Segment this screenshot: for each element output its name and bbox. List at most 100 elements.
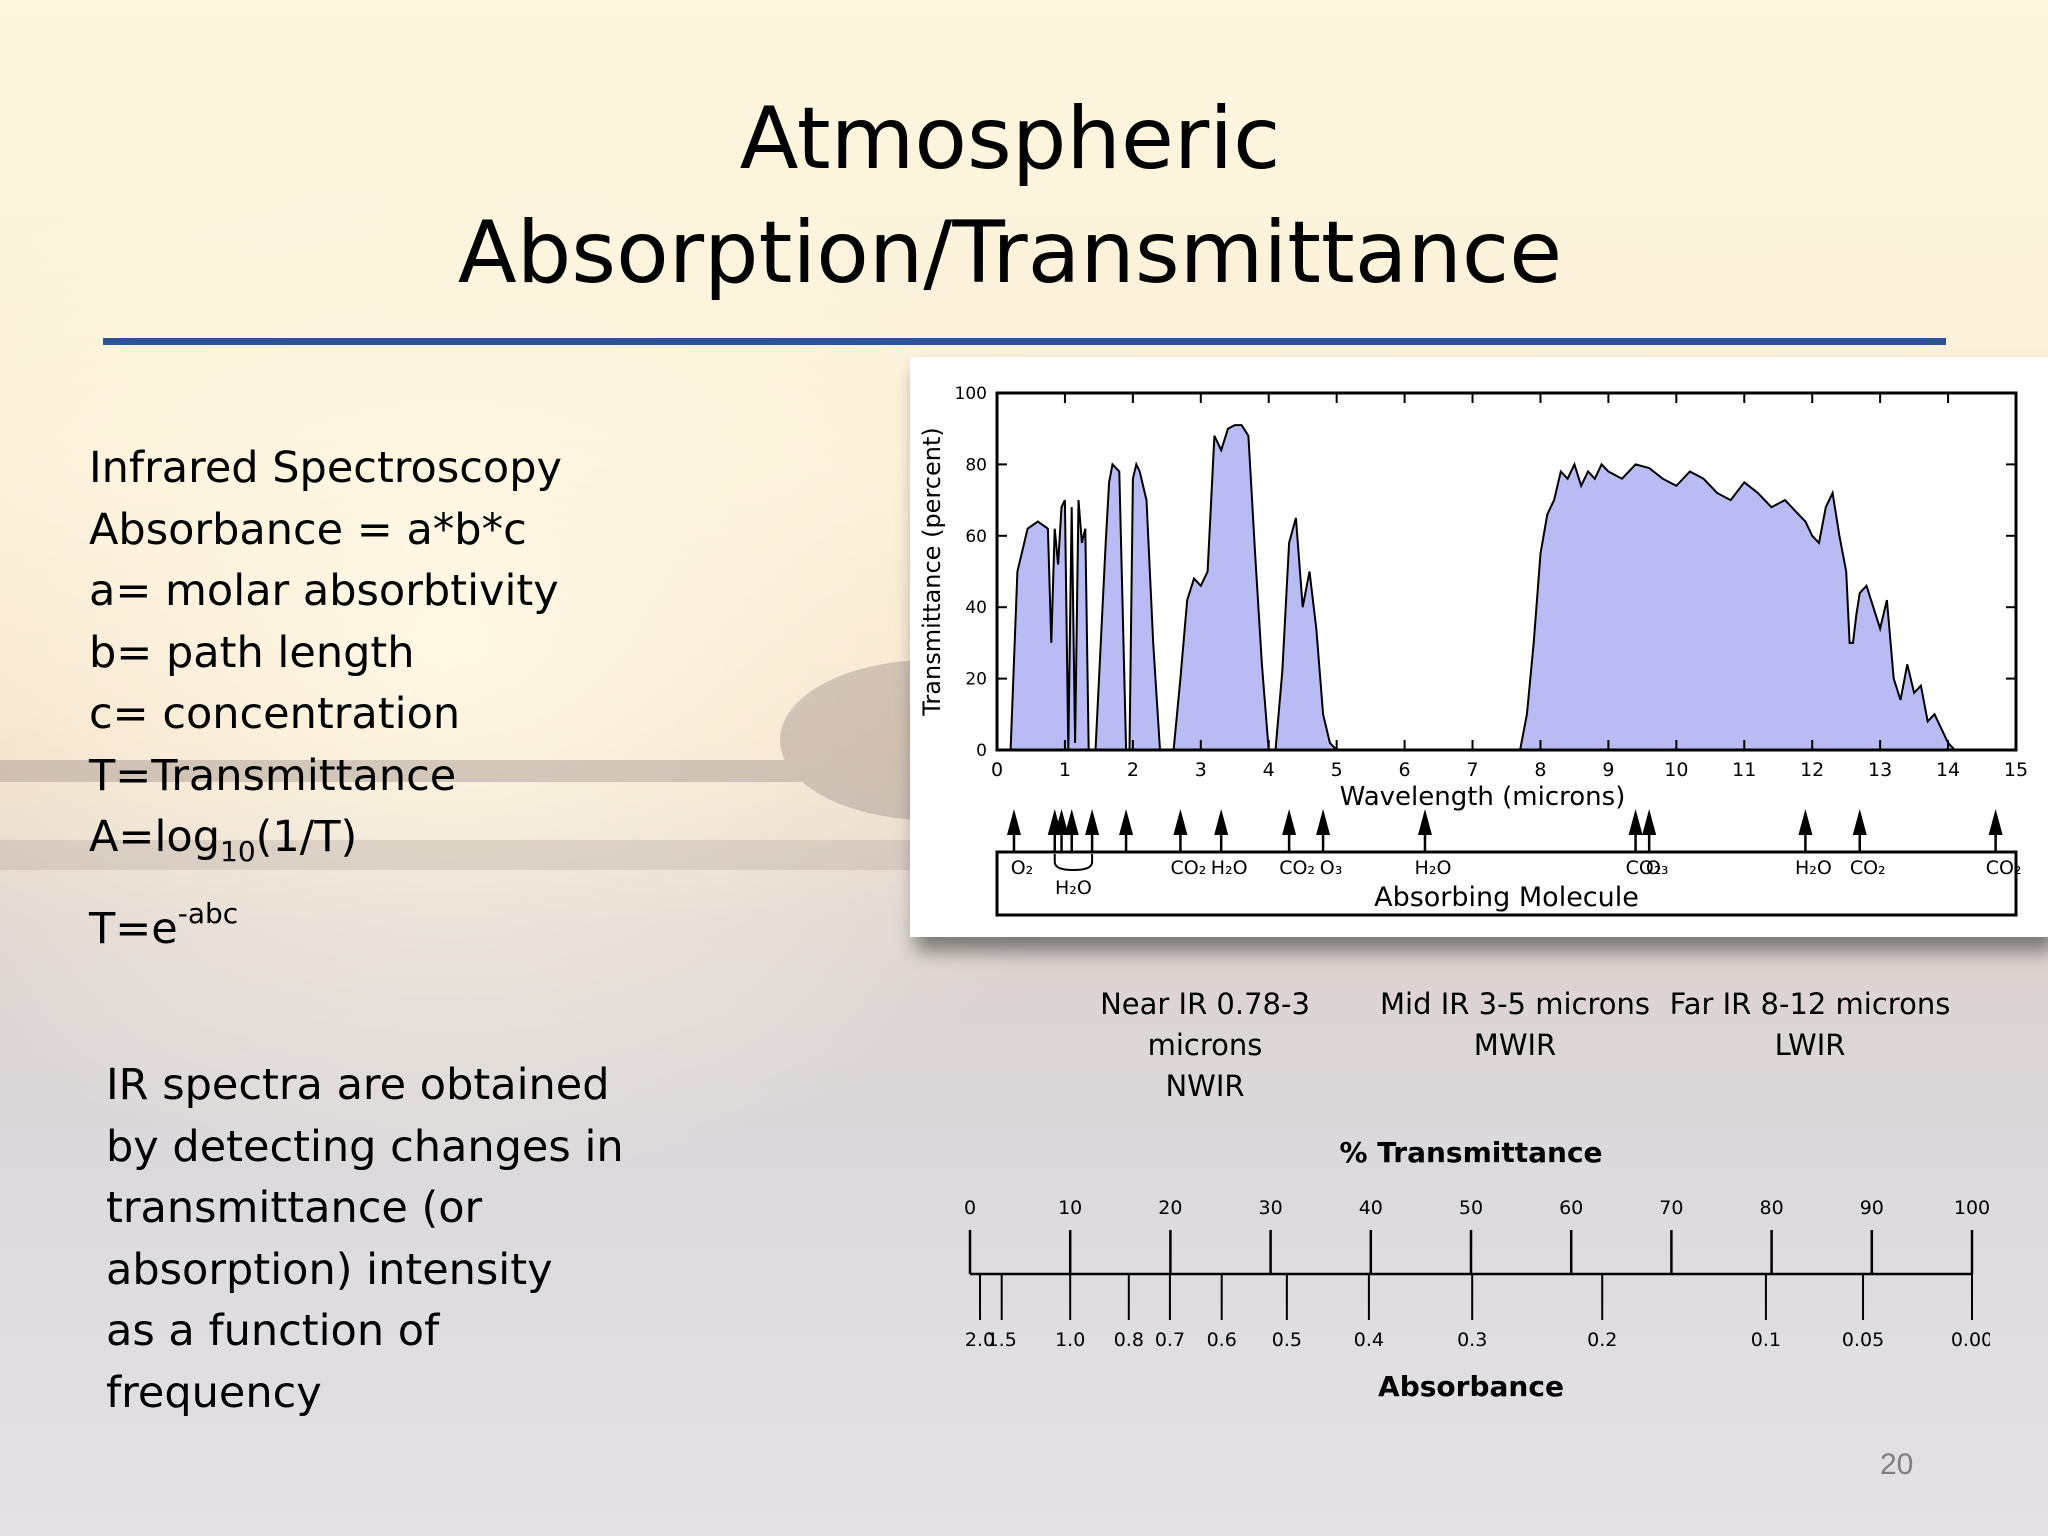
formula-line: T=Transmittance [89, 750, 457, 801]
x-tick-label: 12 [1800, 759, 1824, 781]
bracket-label: H₂O [1055, 877, 1092, 899]
transmittance-tick-label: 30 [1259, 1197, 1283, 1219]
absorbing-molecule-label: Absorbing Molecule [1374, 882, 1639, 913]
x-tick-label: 4 [1263, 759, 1275, 781]
absorption-arrow-head [1282, 809, 1297, 835]
absorbing-molecule-name: CO₂ [1279, 857, 1315, 879]
formula-list: Infrared Spectroscopy Absorbance = a*b*c… [89, 438, 562, 960]
absorption-arrow-head [1214, 809, 1229, 835]
x-tick-label: 7 [1466, 759, 1478, 781]
paragraph-line: frequency [106, 1367, 322, 1418]
ir-band-name: Mid IR 3-5 microns [1380, 987, 1650, 1021]
transmittance-exp-formula: T=e-abc [89, 883, 562, 961]
ir-band-abbr: MWIR [1473, 1028, 1557, 1062]
x-tick-label: 6 [1399, 759, 1411, 781]
x-tick-label: 11 [1732, 759, 1756, 781]
formula-line: a= molar absorbtivity [89, 566, 559, 616]
paragraph-line: absorption) intensity [106, 1244, 553, 1295]
transmittance-area [1009, 424, 1958, 751]
h2o-bracket [1053, 854, 1094, 872]
transmittance-absorbance-scale: % Transmittance 0 10 20 30 40 50 60 70 80 90 100 2.0… [964, 1136, 1990, 1403]
absorbing-molecule-name: O₂ [1011, 857, 1034, 879]
paragraph-line: by detecting changes in [106, 1121, 624, 1172]
transmittance-chart-panel: 0 1 2 3 4 5 6 7 8 9 10 11 12 13 14 15 0 20 40 60 80 100 Wavele… [910, 357, 2048, 937]
absorption-arrow-head [1173, 809, 1188, 835]
absorbance-tick-label: 1.5 [987, 1329, 1017, 1351]
y-tick-label: 80 [965, 455, 987, 475]
transmittance-tick-label: 40 [1359, 1197, 1383, 1219]
page-number: 20 [1880, 1448, 1914, 1481]
absorption-arrow-head [1119, 809, 1134, 835]
scale-title: % Transmittance [1339, 1136, 1602, 1169]
formula-line: c= concentration [89, 689, 461, 739]
paragraph-line: IR spectra are obtained [106, 1060, 610, 1110]
formula-line: Infrared Spectroscopy [89, 443, 562, 493]
x-tick-label: 0 [991, 759, 1003, 781]
absorption-arrow-head [1006, 809, 1021, 835]
paragraph-line: transmittance (or [106, 1183, 483, 1233]
x-tick-label: 2 [1127, 759, 1139, 781]
y-axis-title: Transmittance (percent) [918, 427, 946, 716]
transmittance-tick-label: 70 [1659, 1197, 1683, 1219]
x-tick-label: 15 [2004, 759, 2028, 781]
absorbance-log-formula: A=log10(1/T) [89, 807, 562, 883]
formula-subscript: 10 [220, 835, 256, 868]
absorbing-molecule-name: CO₂ [1170, 857, 1206, 879]
paragraph-line: as a function of [106, 1306, 440, 1356]
absorbing-molecule-box [995, 850, 2018, 917]
x-tick-label: 13 [1868, 759, 1892, 781]
absorbing-molecule-name: CO₂ [1850, 857, 1886, 879]
absorption-arrow-head [1064, 809, 1079, 835]
absorbance-tick-label: 0.4 [1354, 1329, 1384, 1351]
absorbance-tick-label: 0.5 [1272, 1329, 1302, 1351]
transmittance-tick-label: 10 [1058, 1197, 1082, 1219]
absorption-arrow-head [1988, 809, 2003, 835]
y-tick-label: 60 [965, 527, 987, 547]
absorbance-tick-label: 1.0 [1055, 1329, 1085, 1351]
absorption-arrow-head [1798, 809, 1813, 835]
absorbing-molecule-name: O₃ [1646, 857, 1669, 879]
transmittance-tick-label: 90 [1860, 1197, 1884, 1219]
formula-line: b= path length [89, 627, 415, 678]
y-tick-label: 20 [965, 670, 987, 690]
formula-suffix: (1/T) [255, 812, 358, 862]
absorption-arrow-head [1417, 809, 1432, 835]
absorption-arrow-head [1852, 809, 1867, 835]
y-tick-label: 100 [955, 384, 987, 404]
title-line-2: Absorption/Transmittance [457, 203, 1563, 303]
ir-band-mid: Mid IR 3-5 microns MWIR [1370, 984, 1660, 1066]
absorbing-molecule-name: CO₂ [1986, 857, 2022, 879]
absorbance-tick-label: 0.00 [1951, 1329, 1990, 1351]
x-tick-label: 1 [1059, 759, 1071, 781]
x-tick-label: 5 [1331, 759, 1343, 781]
x-tick-label: 8 [1534, 759, 1546, 781]
transmittance-tick-label: 20 [1158, 1197, 1182, 1219]
absorbance-tick-label: 0.7 [1155, 1329, 1185, 1351]
absorbing-molecule-name: O₃ [1320, 857, 1343, 879]
transmittance-tick-label: 80 [1760, 1197, 1784, 1219]
scale-xlabel: Absorbance [1378, 1370, 1564, 1403]
absorbance-tick-label: 2.0 [965, 1329, 995, 1351]
transmittance-tick-label: 0 [964, 1197, 976, 1219]
transmittance-chart: 0 1 2 3 4 5 6 7 8 9 10 11 12 13 14 15020406080100Wavele… [918, 384, 2028, 917]
formula-prefix: T=e [89, 903, 178, 954]
absorbance-tick-label: 0.6 [1207, 1329, 1237, 1351]
absorbance-tick-label: 0.1 [1751, 1329, 1781, 1351]
absorbance-tick-label: 0.3 [1457, 1329, 1487, 1351]
absorbance-tick-label: 0.05 [1842, 1329, 1884, 1351]
y-tick-label: 0 [976, 741, 987, 761]
y-tick-label: 40 [965, 598, 987, 618]
formula-superscript: -abc [177, 896, 239, 930]
absorption-arrow-head [1642, 809, 1657, 835]
absorbance-tick-label: 0.2 [1587, 1329, 1617, 1351]
absorbance-tick-label: 0.8 [1114, 1329, 1144, 1351]
transmittance-tick-label: 100 [1954, 1197, 1990, 1219]
transmittance-tick-label: 60 [1559, 1197, 1583, 1219]
ir-band-far: Far IR 8-12 microns LWIR [1665, 984, 1955, 1066]
absorbing-molecule-name: CO₂ [1626, 857, 1662, 879]
ir-band-name: Near IR 0.78-3 microns [1100, 987, 1310, 1062]
ir-band-abbr: NWIR [1165, 1069, 1245, 1103]
x-tick-label: 3 [1195, 759, 1207, 781]
formula-prefix: A=log [89, 812, 220, 862]
x-tick-label: 14 [1936, 759, 1960, 781]
